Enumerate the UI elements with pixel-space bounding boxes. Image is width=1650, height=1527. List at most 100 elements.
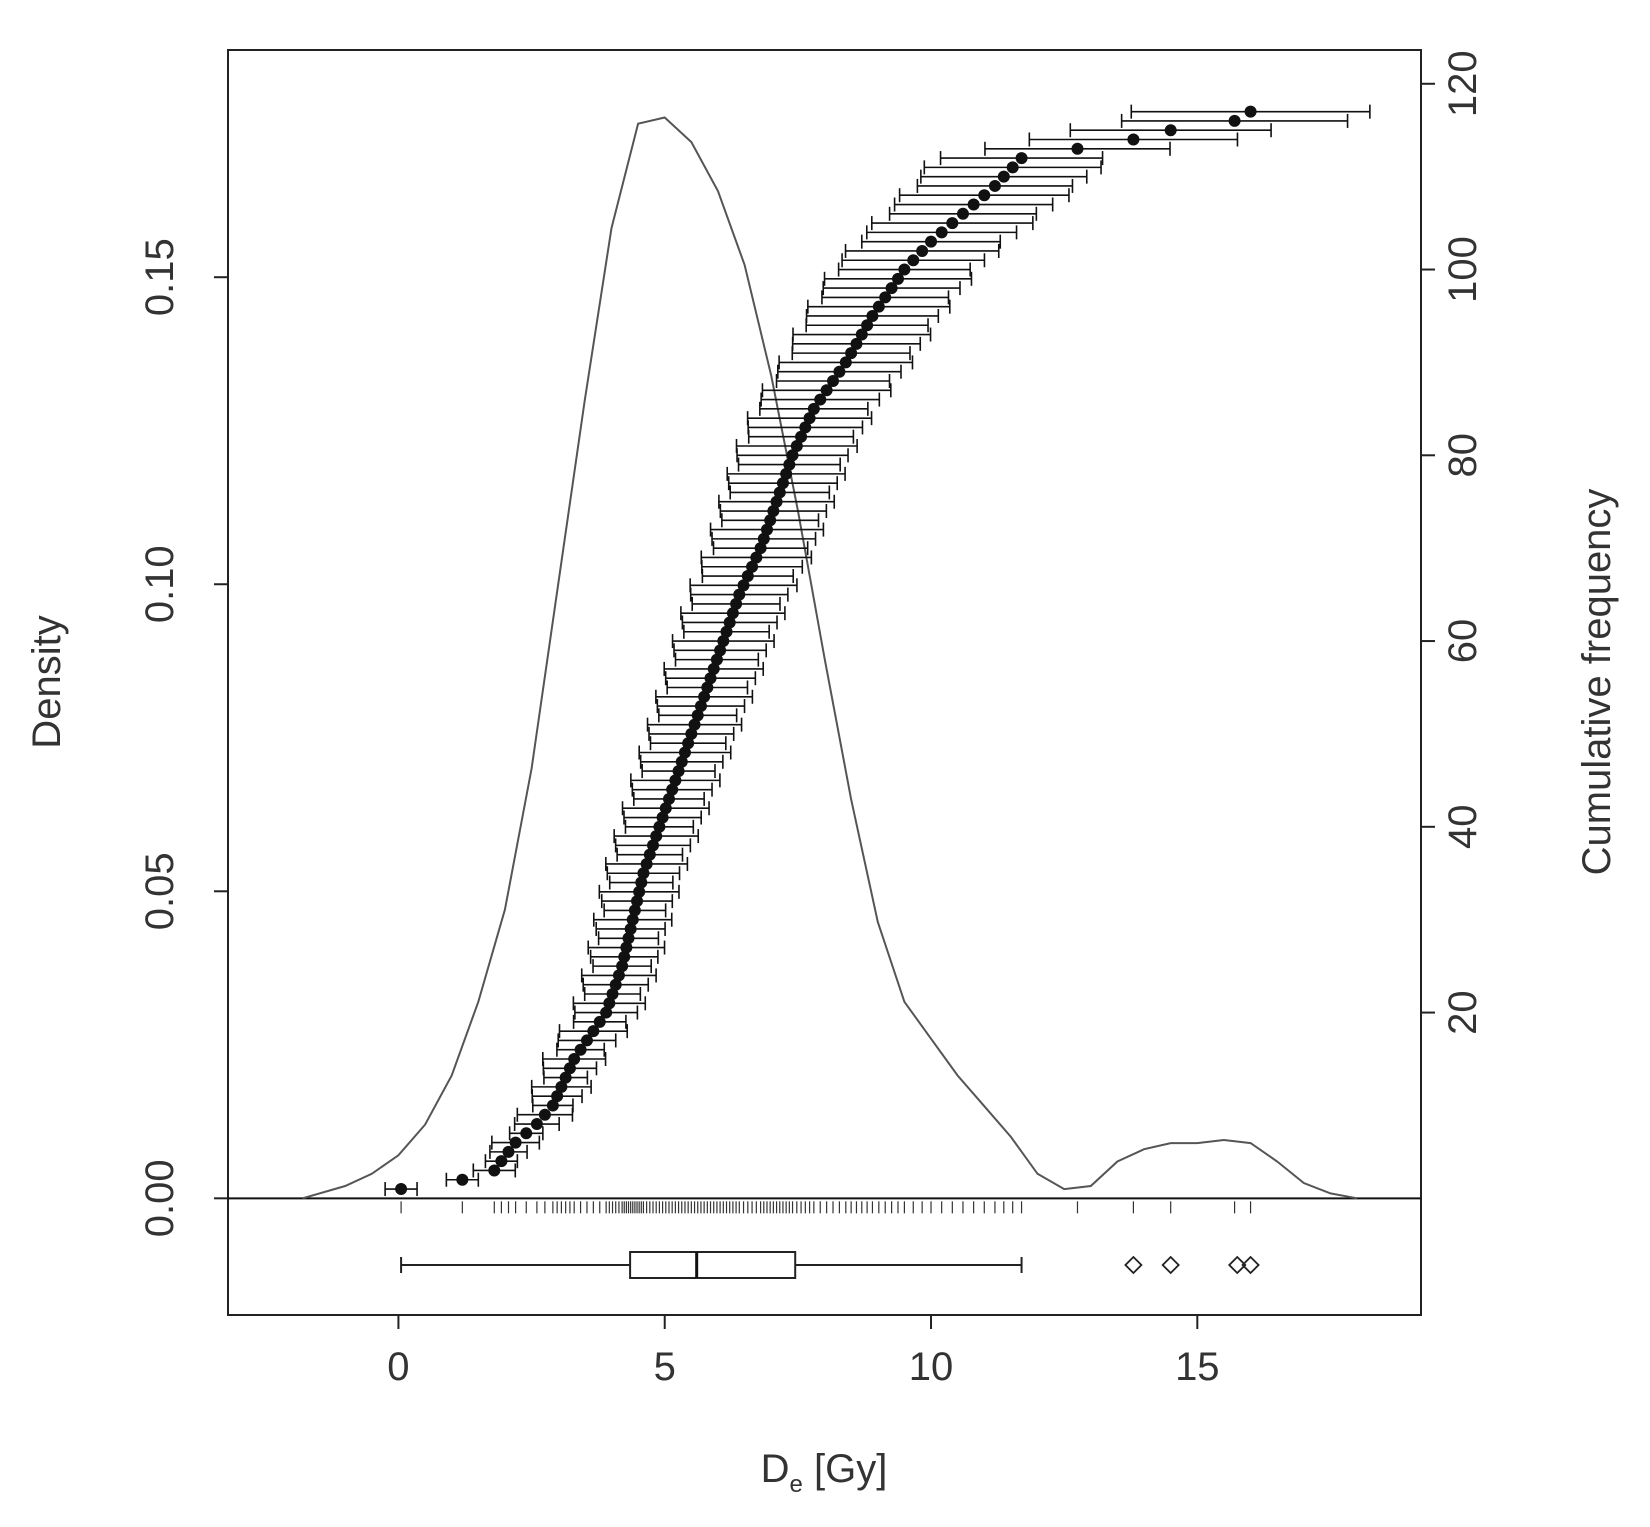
data-point [704,672,717,685]
data-point [675,755,688,768]
data-point [551,1090,564,1103]
y-left-tick-label: 0.15 [138,238,182,316]
data-point [647,839,660,852]
data-point [916,244,929,257]
data-point [891,272,904,285]
data-point [612,969,625,982]
data-point [688,718,701,731]
data-point [574,1043,587,1056]
data-point [750,551,763,564]
data-point [907,254,920,267]
data-point [682,737,695,750]
data-point [546,1099,559,1112]
data-point [1164,124,1177,137]
data-point [555,1080,568,1093]
data-point [580,1034,593,1047]
data-point [803,412,816,425]
data-point [456,1173,469,1186]
data-point [827,374,840,387]
data-point [502,1145,515,1158]
data-point [935,226,948,239]
data-point [609,978,622,991]
data-point [741,570,754,583]
boxplot [400,1251,1260,1279]
data-point [698,690,711,703]
error-bars [384,104,1371,1197]
data-point [620,941,633,954]
data-point [643,848,656,861]
x-title-main: D [761,1447,790,1491]
data-point [653,820,666,833]
plot-frame [227,49,1422,1316]
data-point [587,1025,600,1038]
data-point [1071,142,1084,155]
x-title-unit: [Gy] [803,1447,887,1491]
data-point [764,514,777,527]
data-point [650,830,663,843]
y-right-tick-label: 60 [1441,619,1485,664]
data-point [783,458,796,471]
rug-marks [400,1201,1252,1214]
data-point [978,189,991,202]
data-point [1127,133,1140,146]
data-point [720,625,733,638]
data-point [678,746,691,759]
data-point [603,997,616,1010]
data-point [633,885,646,898]
data-point [509,1136,522,1149]
y-right-tick-label: 20 [1441,990,1485,1035]
data-point [520,1127,533,1140]
data-point [593,1015,606,1028]
data-point [707,662,720,675]
data-point [659,802,672,815]
y-left-tick-label: 0.00 [138,1159,182,1237]
data-point [799,421,812,434]
data-point [628,904,641,917]
data-point [845,347,858,360]
data-point [760,523,773,536]
data-point [770,495,783,508]
data-point [820,384,833,397]
data-point [656,811,669,824]
data-point [754,542,767,555]
data-point [1228,114,1241,127]
data-point [780,467,793,480]
data-point [733,588,746,601]
data-point [606,987,619,1000]
data-point [855,328,868,341]
data-point [568,1053,581,1066]
data-point [701,681,714,694]
data-point [637,867,650,880]
x-tick-label: 10 [909,1345,954,1389]
data-point [925,235,938,248]
box [629,1251,797,1279]
data-point [898,263,911,276]
data-point [807,402,820,415]
data-point [872,300,885,313]
data-point [946,217,959,230]
data-point [795,430,808,443]
data-point [997,170,1010,183]
data-point [635,876,648,889]
data-point [726,607,739,620]
data-point [773,486,786,499]
data-point [879,291,892,304]
data-point [833,365,846,378]
data-point [662,792,675,805]
data-point [640,857,653,870]
data-point [691,709,704,722]
data-point [495,1155,508,1168]
data-point [988,179,1001,192]
data-point [714,644,727,657]
data-point [685,727,698,740]
axes: 0 5 10 15 0.00 0.05 0.10 0.15 20 40 60 80 100 120 [138,50,1485,1389]
data-point [666,783,679,796]
y-left-title: Density [25,615,69,748]
data-point [839,356,852,369]
data-point [538,1108,551,1121]
data-point [850,337,863,350]
outlier-marker [1124,1255,1143,1275]
data-point [861,319,874,332]
x-title-sub: e [790,1471,803,1498]
